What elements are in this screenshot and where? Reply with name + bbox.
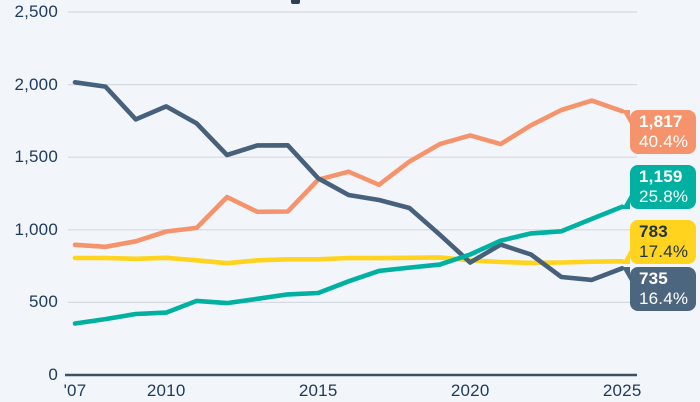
navy-series-end-percent: 16.4% bbox=[639, 288, 689, 308]
y-tick-label-0: 0 bbox=[48, 365, 58, 384]
orange-series-end-value: 1,817 bbox=[639, 111, 683, 131]
y-tick-label-1,000: 1,000 bbox=[14, 219, 58, 239]
yellow-series-end-value: 783 bbox=[639, 221, 668, 241]
navy-series-end-value: 735 bbox=[639, 268, 668, 288]
y-tick-label-500: 500 bbox=[29, 292, 58, 312]
yellow-series-line bbox=[72, 255, 625, 266]
clipped-title-text-fragment bbox=[291, 0, 300, 4]
y-tick-label-2,500: 2,500 bbox=[14, 2, 58, 21]
x-tick-label-2025: 2025 bbox=[602, 381, 642, 400]
yellow-series-end-label: 783 17.4% bbox=[622, 219, 696, 264]
teal-series-end-label: 1,159 25.8% bbox=[622, 165, 696, 210]
y-tick-label-2,000: 2,000 bbox=[14, 74, 58, 94]
x-tick-label-2020: 2020 bbox=[450, 381, 490, 400]
orange-series-line bbox=[72, 98, 625, 250]
teal-series-line bbox=[72, 204, 625, 326]
orange-series-end-label: 1,817 40.4% bbox=[622, 109, 696, 154]
x-tick-label-2010: 2010 bbox=[146, 381, 186, 400]
y-tick-label-1,500: 1,500 bbox=[14, 147, 58, 167]
yellow-series-end-percent: 17.4% bbox=[639, 241, 689, 261]
orange-series-end-percent: 40.4% bbox=[639, 131, 689, 151]
navy-series-end-label: 735 16.4% bbox=[622, 266, 696, 311]
x-tick-label-2015: 2015 bbox=[298, 381, 338, 400]
teal-series-end-value: 1,159 bbox=[639, 167, 683, 187]
navy-series-line bbox=[72, 80, 625, 283]
x-tick-label-2007: '07 bbox=[63, 381, 87, 400]
teal-series-end-percent: 25.8% bbox=[639, 187, 689, 207]
